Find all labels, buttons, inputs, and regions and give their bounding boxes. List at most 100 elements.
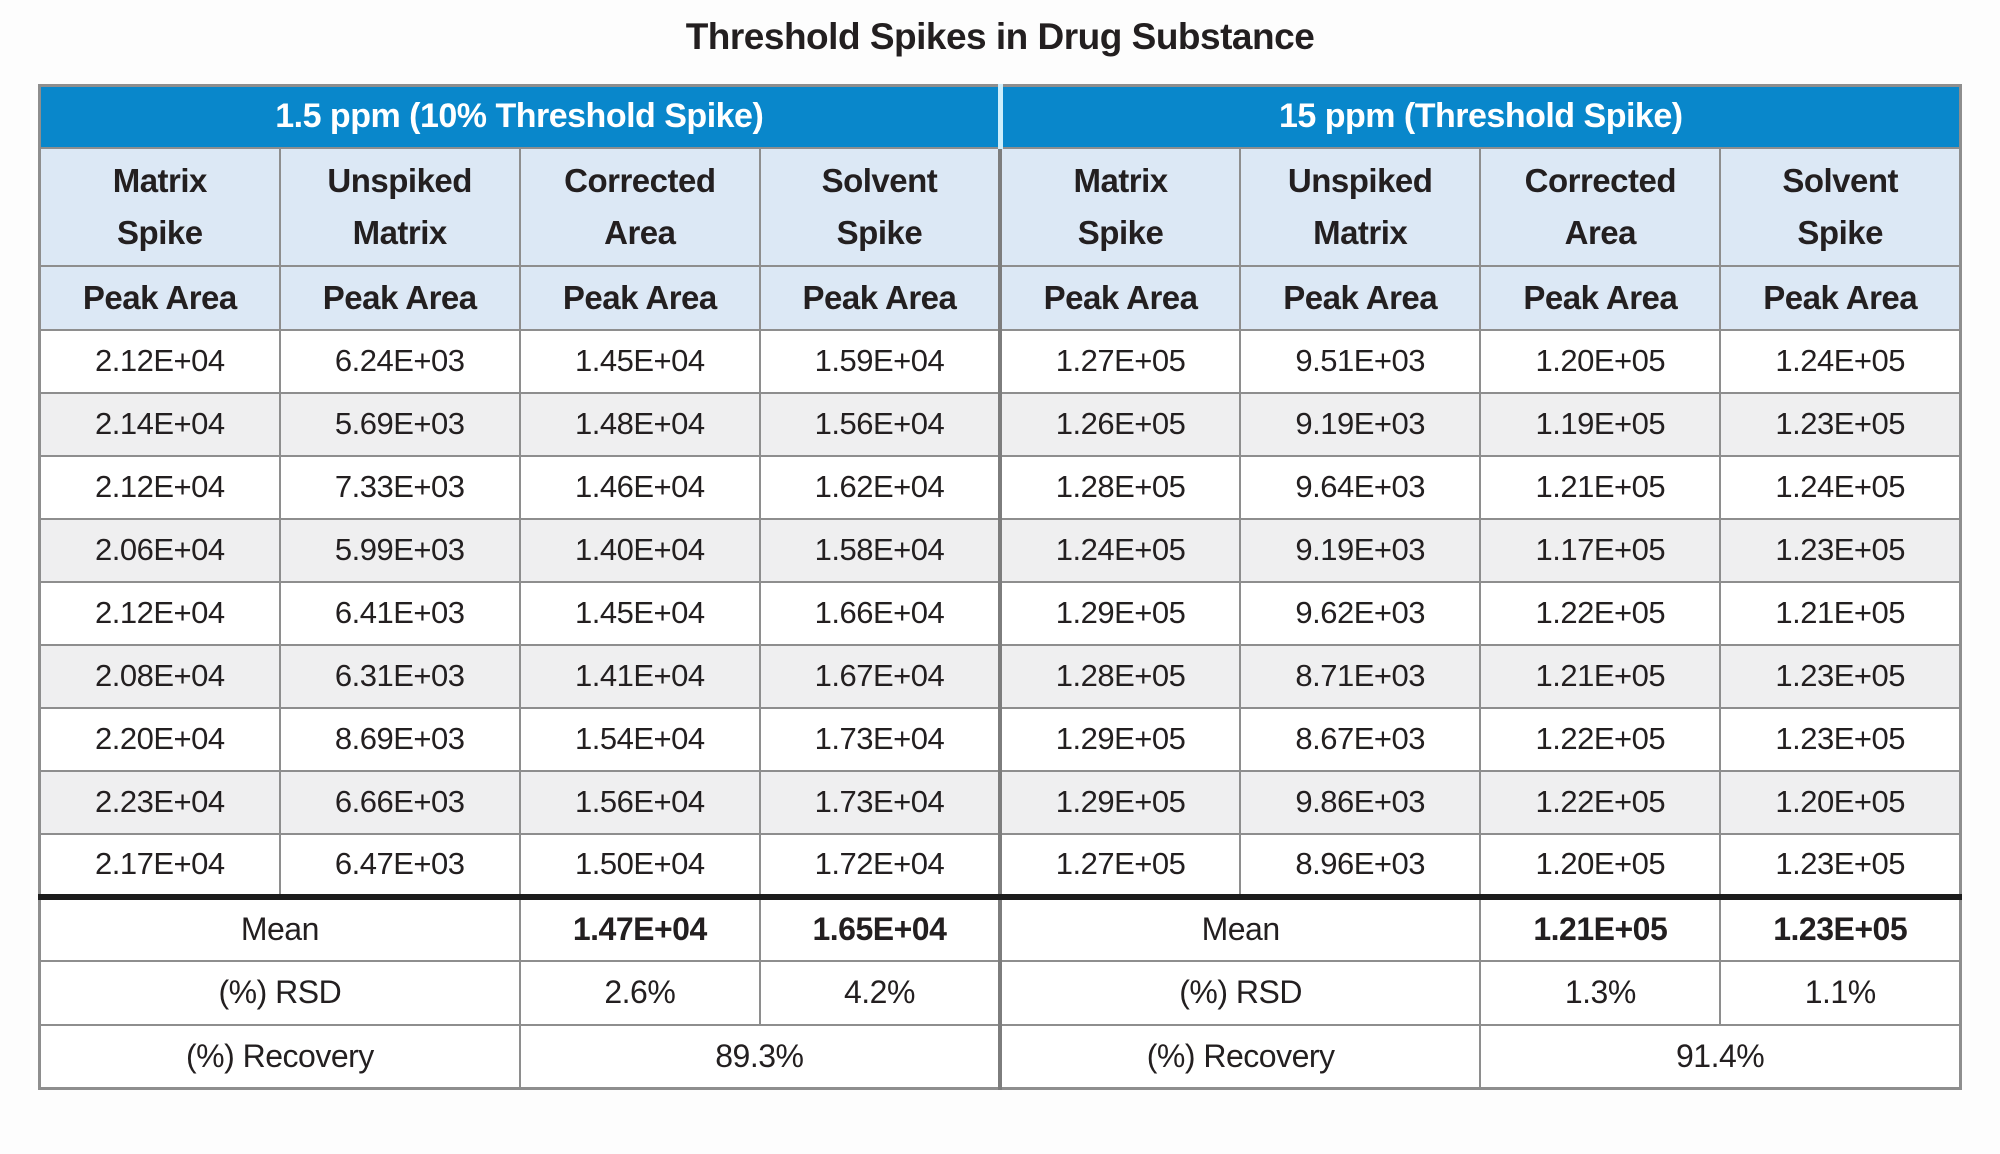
data-cell: 1.67E+04 bbox=[758, 643, 1002, 709]
data-cell: 1.50E+04 bbox=[518, 832, 761, 898]
data-cell: 2.17E+04 bbox=[38, 832, 281, 898]
column-header-matrix-spike-1: Matrix Spike bbox=[38, 146, 281, 267]
data-cell: 1.17E+05 bbox=[1479, 517, 1722, 583]
mean-value-corrected-area-1: 1.47E+04 bbox=[518, 893, 761, 962]
table-row: 2.12E+04 7.33E+03 1.46E+04 1.62E+04 1.28… bbox=[38, 454, 1962, 520]
table-row: 2.20E+04 8.69E+03 1.54E+04 1.73E+04 1.29… bbox=[38, 706, 1962, 772]
data-cell: 1.23E+05 bbox=[1719, 832, 1962, 898]
data-cell: 1.45E+04 bbox=[518, 328, 761, 394]
data-cell: 1.24E+05 bbox=[1719, 454, 1962, 520]
data-cell: 1.59E+04 bbox=[758, 328, 1002, 394]
data-cell: 1.56E+04 bbox=[518, 769, 761, 835]
data-cell: 6.24E+03 bbox=[278, 328, 521, 394]
column-header-line2: Spike bbox=[117, 213, 203, 251]
rsd-value-solvent-spike-1: 4.2% bbox=[758, 959, 1002, 1026]
column-header-line1: Corrected bbox=[564, 162, 716, 200]
data-cell: 1.40E+04 bbox=[518, 517, 761, 583]
data-cell: 9.19E+03 bbox=[1239, 517, 1482, 583]
data-cell: 1.22E+05 bbox=[1479, 706, 1722, 772]
table-header: 1.5 ppm (10% Threshold Spike) 15 ppm (Th… bbox=[38, 84, 1962, 331]
recovery-label-2: (%) Recovery bbox=[997, 1023, 1482, 1090]
data-cell: 2.12E+04 bbox=[38, 580, 281, 646]
unit-header: Peak Area bbox=[1719, 264, 1962, 331]
data-cell: 9.51E+03 bbox=[1239, 328, 1482, 394]
data-cell: 1.29E+05 bbox=[997, 706, 1242, 772]
table-row: 2.06E+04 5.99E+03 1.40E+04 1.58E+04 1.24… bbox=[38, 517, 1962, 583]
data-cell: 1.20E+05 bbox=[1719, 769, 1962, 835]
table-row: 2.08E+04 6.31E+03 1.41E+04 1.67E+04 1.28… bbox=[38, 643, 1962, 709]
column-header-solvent-spike-2: Solvent Spike bbox=[1719, 146, 1962, 267]
table-row: 2.12E+04 6.24E+03 1.45E+04 1.59E+04 1.27… bbox=[38, 328, 1962, 394]
group-header-15ppm: 15 ppm (Threshold Spike) bbox=[997, 84, 1962, 149]
data-cell: 1.19E+05 bbox=[1479, 391, 1722, 457]
data-cell: 1.56E+04 bbox=[758, 391, 1002, 457]
data-cell: 2.20E+04 bbox=[38, 706, 281, 772]
data-cell: 1.21E+05 bbox=[1479, 454, 1722, 520]
data-cell: 1.27E+05 bbox=[997, 328, 1242, 394]
column-header-line1: Unspiked bbox=[1287, 162, 1433, 200]
column-header-line1: Solvent bbox=[821, 162, 938, 200]
unit-header: Peak Area bbox=[38, 264, 281, 331]
unit-header-row: Peak Area Peak Area Peak Area Peak Area … bbox=[38, 264, 1962, 331]
data-cell: 9.62E+03 bbox=[1239, 580, 1482, 646]
data-cell: 1.72E+04 bbox=[758, 832, 1002, 898]
rsd-value-corrected-area-1: 2.6% bbox=[518, 959, 761, 1026]
column-header-solvent-spike-1: Solvent Spike bbox=[758, 146, 1002, 267]
page-title: Threshold Spikes in Drug Substance bbox=[685, 16, 1315, 57]
column-header-corrected-area-1: Corrected Area bbox=[518, 146, 761, 267]
mean-value-corrected-area-2: 1.21E+05 bbox=[1479, 893, 1722, 962]
rsd-label-1: (%) RSD bbox=[38, 959, 521, 1026]
data-cell: 1.41E+04 bbox=[518, 643, 761, 709]
data-cell: 1.21E+05 bbox=[1719, 580, 1962, 646]
column-header-line1: Matrix bbox=[1073, 162, 1168, 200]
unit-header: Peak Area bbox=[1479, 264, 1722, 331]
recovery-label-1: (%) Recovery bbox=[38, 1023, 521, 1090]
column-header-line2: Spike bbox=[836, 213, 923, 251]
data-cell: 1.45E+04 bbox=[518, 580, 761, 646]
data-cell: 9.19E+03 bbox=[1239, 391, 1482, 457]
rsd-value-corrected-area-2: 1.3% bbox=[1479, 959, 1722, 1026]
column-header-line2: Area bbox=[1564, 213, 1637, 251]
mean-label-2: Mean bbox=[997, 893, 1482, 962]
unit-header: Peak Area bbox=[758, 264, 1002, 331]
recovery-value-1: 89.3% bbox=[518, 1023, 1002, 1090]
data-cell: 8.96E+03 bbox=[1239, 832, 1482, 898]
data-cell: 6.47E+03 bbox=[278, 832, 521, 898]
group-header-1_5ppm: 1.5 ppm (10% Threshold Spike) bbox=[38, 84, 1001, 149]
data-cell: 8.69E+03 bbox=[278, 706, 521, 772]
recovery-value-2: 91.4% bbox=[1479, 1023, 1962, 1090]
column-header-corrected-area-2: Corrected Area bbox=[1479, 146, 1722, 267]
data-cell: 1.22E+05 bbox=[1479, 769, 1722, 835]
column-header-line1: Matrix bbox=[112, 162, 208, 200]
data-cell: 1.28E+05 bbox=[997, 643, 1242, 709]
column-header-line1: Corrected bbox=[1524, 162, 1677, 200]
mean-row: Mean 1.47E+04 1.65E+04 Mean 1.21E+05 1.2… bbox=[38, 893, 1962, 962]
unit-header: Peak Area bbox=[278, 264, 521, 331]
data-cell: 1.73E+04 bbox=[758, 706, 1002, 772]
data-cell: 6.66E+03 bbox=[278, 769, 521, 835]
data-cell: 1.58E+04 bbox=[758, 517, 1002, 583]
column-header-line2: Matrix bbox=[1313, 213, 1408, 251]
recovery-row: (%) Recovery 89.3% (%) Recovery 91.4% bbox=[38, 1023, 1962, 1090]
column-header-row: Matrix Spike Unspiked Matrix Corrected A… bbox=[38, 146, 1962, 267]
data-cell: 1.24E+05 bbox=[1719, 328, 1962, 394]
column-header-line2: Spike bbox=[1077, 213, 1164, 251]
data-cell: 2.12E+04 bbox=[38, 454, 281, 520]
data-cell: 1.23E+05 bbox=[1719, 643, 1962, 709]
column-header-line2: Spike bbox=[1797, 213, 1883, 251]
data-cell: 5.69E+03 bbox=[278, 391, 521, 457]
rsd-label-2: (%) RSD bbox=[997, 959, 1482, 1026]
data-cell: 2.06E+04 bbox=[38, 517, 281, 583]
data-cell: 1.29E+05 bbox=[997, 580, 1242, 646]
data-cell: 1.21E+05 bbox=[1479, 643, 1722, 709]
table-row: 2.12E+04 6.41E+03 1.45E+04 1.66E+04 1.29… bbox=[38, 580, 1962, 646]
data-cell: 6.41E+03 bbox=[278, 580, 521, 646]
group-header-row: 1.5 ppm (10% Threshold Spike) 15 ppm (Th… bbox=[38, 84, 1962, 149]
data-cell: 1.23E+05 bbox=[1719, 517, 1962, 583]
data-cell: 2.08E+04 bbox=[38, 643, 281, 709]
data-cell: 1.20E+05 bbox=[1479, 832, 1722, 898]
unit-header: Peak Area bbox=[997, 264, 1242, 331]
column-header-unspiked-matrix-1: Unspiked Matrix bbox=[278, 146, 521, 267]
data-cell: 8.67E+03 bbox=[1239, 706, 1482, 772]
data-cell: 1.66E+04 bbox=[758, 580, 1002, 646]
